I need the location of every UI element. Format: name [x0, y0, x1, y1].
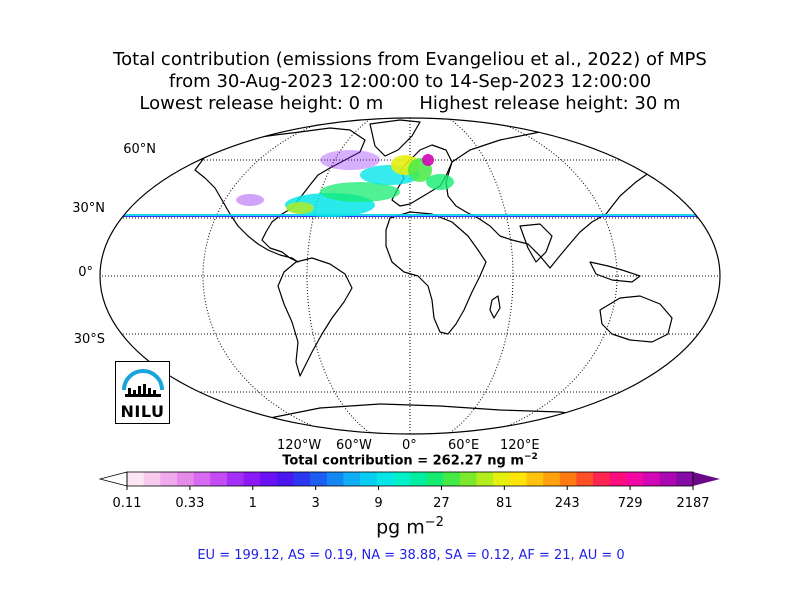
- colorbar-unit-exponent: −2: [424, 515, 444, 530]
- colorbar-unit-base: pg m: [376, 516, 425, 539]
- colorbar-tick-label: 0.33: [175, 496, 205, 511]
- colorbar-cell: [226, 472, 245, 486]
- lat-label-equator: 0°: [78, 265, 93, 280]
- colorbar-cell: [376, 472, 394, 486]
- colorbar-min-extension: [98, 471, 128, 487]
- colorbar-cell: [609, 472, 628, 486]
- total-contribution-exponent: −2: [523, 452, 538, 462]
- colorbar-cell: [459, 472, 478, 486]
- nilu-logo-text: NILU: [120, 402, 165, 421]
- colorbar-frame: [126, 471, 694, 487]
- colorbar-cell: [276, 472, 295, 486]
- colorbar-cell: [659, 472, 677, 486]
- colorbar-cell: [193, 472, 211, 486]
- lon-label-60e: 60°E: [448, 438, 480, 453]
- highest-release-height: Highest release height: 30 m: [419, 93, 681, 114]
- colorbar-cell: [576, 472, 594, 486]
- title-line-1: Total contribution (emissions from Evang…: [113, 49, 707, 70]
- colorbar-cell: [260, 472, 278, 486]
- colorbar-cell: [326, 472, 345, 486]
- colorbar-cell: [360, 472, 378, 486]
- colorbar-cell: [626, 472, 644, 486]
- colorbar-tick-label: 729: [617, 496, 643, 511]
- colorbar-cell: [509, 472, 528, 486]
- total-contribution-text: Total contribution = 262.27 ng m: [282, 453, 524, 469]
- colorbar-cell: [593, 472, 611, 486]
- colorbar-cell: [293, 472, 311, 486]
- colorbar-cell: [393, 472, 411, 486]
- colorbar-cell: [176, 472, 195, 486]
- lon-label-0: 0°: [402, 438, 417, 453]
- colorbar-cell: [143, 472, 161, 486]
- map-boundary: [99, 117, 721, 435]
- contribution-field: [100, 150, 720, 217]
- nilu-logo-icon: [122, 369, 164, 397]
- colorbar-cell: [410, 472, 428, 486]
- colorbar-cell: [476, 472, 494, 486]
- lat-label-30n: 30°N: [72, 201, 105, 216]
- lat-label-30s: 30°S: [73, 332, 105, 347]
- colorbar-cell: [343, 472, 361, 486]
- colorbar-cell: [526, 472, 544, 486]
- colorbar-tick-label: 2187: [676, 496, 710, 511]
- colorbar-tick-label: 9: [374, 496, 383, 511]
- colorbar-cell: [543, 472, 561, 486]
- colorbar-cell: [243, 472, 261, 486]
- colorbar-cell: [643, 472, 661, 486]
- colorbar-cell: [210, 472, 228, 486]
- lon-label-60w: 60°W: [336, 438, 372, 453]
- title-line-2: from 30-Aug-2023 12:00:00 to 14-Sep-2023…: [168, 71, 652, 92]
- colorbar-tick-label: 27: [433, 496, 450, 511]
- total-contribution: Total contribution = 262.27 ng m−2: [0, 452, 800, 468]
- title-line-3: Lowest release height: 0 m Highest releas…: [0, 93, 800, 115]
- colorbar-tick-label: 0.11: [112, 496, 142, 511]
- nilu-logo: NILU: [115, 361, 170, 424]
- colorbar-cell: [559, 472, 578, 486]
- colorbar-tick-label: 243: [554, 496, 580, 511]
- colorbar-cell: [127, 472, 145, 486]
- colorbar-cell: [493, 472, 511, 486]
- regional-totals: EU = 199.12, AS = 0.19, NA = 38.88, SA =…: [197, 548, 625, 563]
- colorbar-unit: pg m−2: [0, 515, 800, 538]
- colorbar-tick-label: 3: [311, 496, 320, 511]
- colorbar-tick-label: 81: [496, 496, 513, 511]
- colorbar-tick-label: 1: [248, 496, 257, 511]
- colorbar-cell: [426, 472, 444, 486]
- colorbar-cell: [443, 472, 461, 486]
- lon-label-120e: 120°E: [500, 438, 540, 453]
- colorbar-max-extension: [693, 472, 720, 486]
- colorbar-cell: [310, 472, 328, 486]
- lowest-release-height: Lowest release height: 0 m: [139, 93, 384, 114]
- colorbar-cell: [676, 472, 694, 486]
- lon-label-120w: 120°W: [277, 438, 322, 453]
- lat-label-60n: 60°N: [123, 142, 156, 157]
- colorbar-cell: [160, 472, 178, 486]
